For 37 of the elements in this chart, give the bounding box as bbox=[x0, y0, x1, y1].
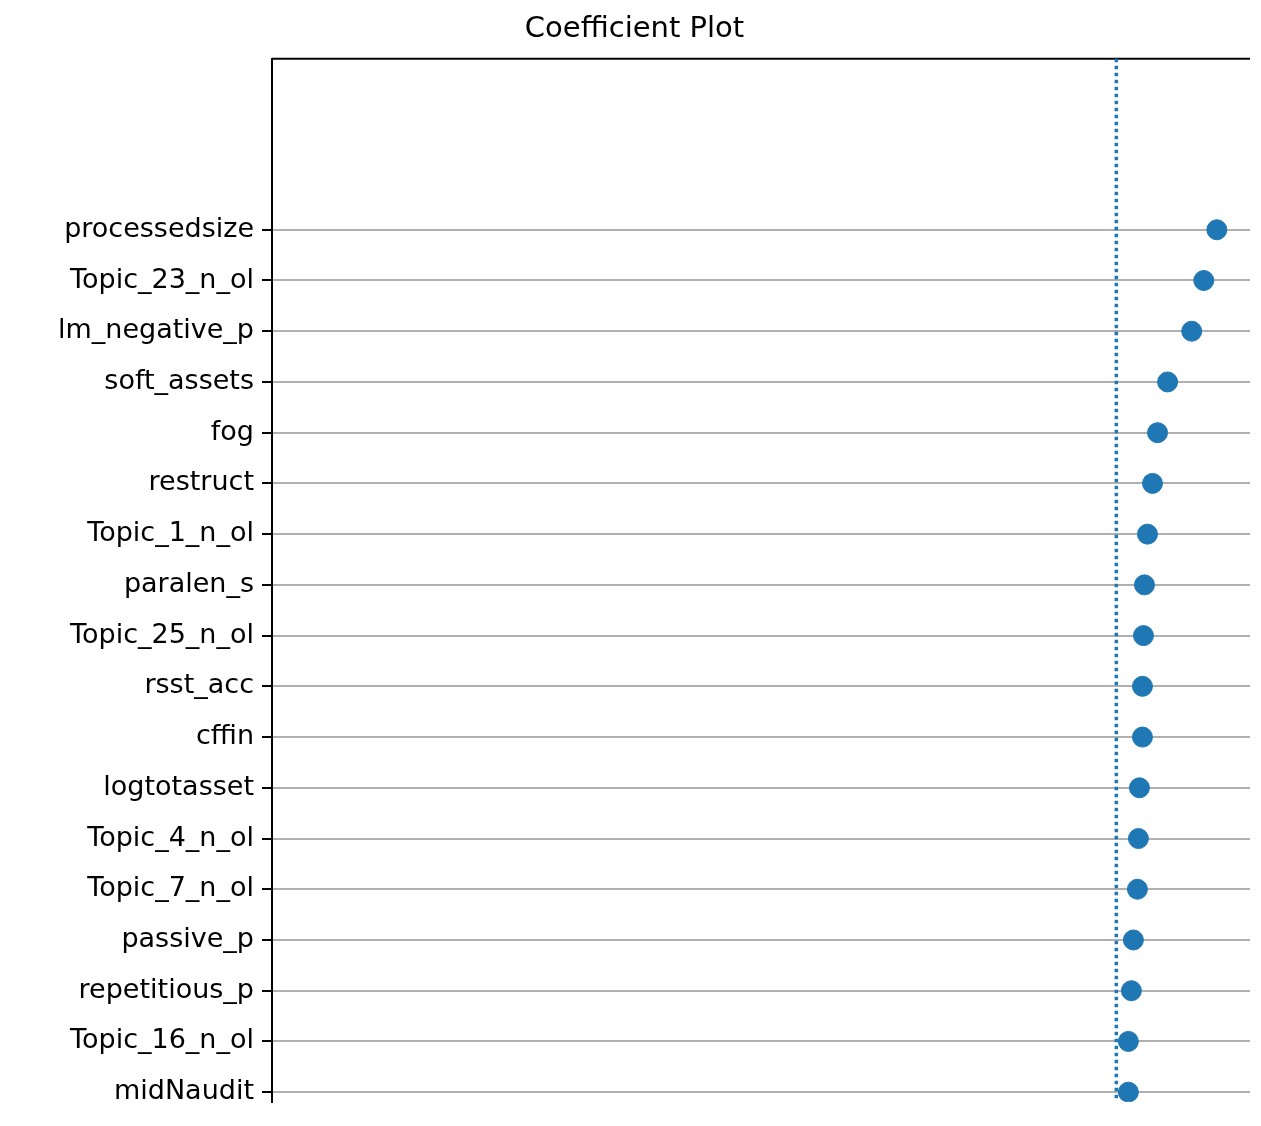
point bbox=[1193, 269, 1215, 291]
y-tick-label: logtotasset bbox=[103, 769, 254, 801]
y-tick-label: passive_p bbox=[121, 921, 254, 953]
point bbox=[1131, 675, 1153, 697]
point bbox=[1133, 574, 1155, 596]
y-tick-label: Topic_23_n_ol bbox=[69, 262, 254, 294]
point bbox=[1181, 320, 1203, 342]
y-tick-label: repetitious_p bbox=[78, 972, 254, 1004]
point bbox=[1117, 1081, 1139, 1102]
y-tick-label: paralen_s bbox=[123, 566, 254, 598]
y-tick-label: lm_negative_p bbox=[57, 313, 254, 345]
point bbox=[1120, 980, 1142, 1002]
point bbox=[1132, 625, 1154, 647]
y-tick-label: fog bbox=[210, 414, 254, 446]
y-tick-label: midNaudit bbox=[113, 1074, 254, 1106]
y-tick-label: Topic_1_n_ol bbox=[86, 516, 254, 548]
y-tick-label: Topic_7_n_ol bbox=[86, 871, 254, 903]
point bbox=[1122, 929, 1144, 951]
point bbox=[1136, 523, 1158, 545]
point bbox=[1127, 828, 1149, 850]
y-tick-label: Topic_4_n_ol bbox=[86, 820, 254, 852]
y-tick-label: Topic_25_n_ol bbox=[69, 617, 254, 649]
point bbox=[1206, 219, 1228, 241]
point bbox=[1157, 371, 1179, 393]
y-tick-label: soft_assets bbox=[104, 363, 254, 395]
y-tick-label: restruct bbox=[148, 465, 254, 497]
point bbox=[1147, 422, 1169, 444]
text: Coefficient Plot bbox=[524, 9, 745, 44]
point bbox=[1126, 878, 1148, 900]
y-tick-label: Topic_16_n_ol bbox=[69, 1023, 254, 1055]
y-tick-label: cffin bbox=[195, 719, 254, 751]
y-tick-label: rsst_acc bbox=[144, 668, 254, 700]
point bbox=[1117, 1030, 1139, 1052]
point bbox=[1142, 472, 1163, 494]
y-tick-label: processedsize bbox=[64, 211, 254, 243]
point bbox=[1131, 726, 1153, 748]
point bbox=[1128, 777, 1150, 799]
